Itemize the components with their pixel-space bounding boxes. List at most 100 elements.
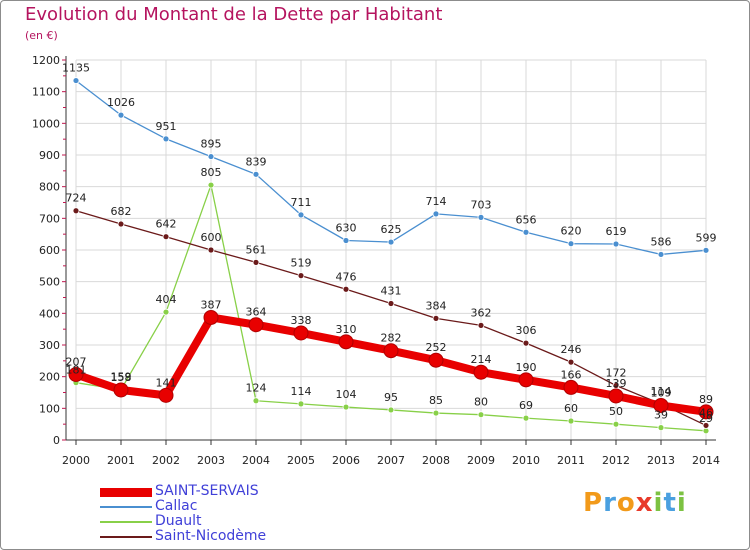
data-point: [567, 358, 575, 366]
y-tick-label: 100: [39, 402, 60, 415]
data-point: [207, 153, 215, 160]
data-point: [477, 213, 485, 221]
data-point: [612, 420, 620, 428]
data-label: 384: [426, 299, 447, 312]
data-label: 951: [156, 120, 177, 133]
x-tick-label: 2014: [692, 454, 720, 467]
data-label: 703: [471, 198, 492, 211]
data-label: 39: [654, 409, 668, 422]
x-tick-label: 2010: [512, 454, 540, 467]
chart-subtitle: (en €): [25, 29, 58, 42]
data-point: [567, 417, 575, 425]
data-label: 839: [246, 155, 267, 168]
proxiti-logo: Proxiti: [583, 488, 687, 518]
data-point: [207, 246, 215, 254]
data-point: [162, 308, 170, 316]
data-point: [68, 366, 84, 382]
x-tick-label: 2007: [377, 454, 405, 467]
data-point: [252, 258, 260, 266]
data-point: [162, 233, 170, 241]
data-point: [338, 334, 354, 350]
data-point: [203, 309, 219, 325]
data-label: 114: [291, 385, 312, 398]
data-point: [567, 240, 575, 248]
data-point: [428, 352, 444, 368]
legend-swatch: [100, 521, 152, 523]
data-label: 282: [381, 332, 402, 345]
data-point: [117, 220, 125, 228]
data-point: [252, 170, 260, 178]
data-point: [477, 321, 485, 329]
data-point: [252, 397, 260, 405]
x-tick-label: 2004: [242, 454, 270, 467]
data-point: [473, 364, 489, 380]
data-label: 714: [426, 195, 447, 208]
data-label: 387: [201, 298, 222, 311]
legend-swatch: [100, 487, 152, 497]
x-tick-label: 2008: [422, 454, 450, 467]
data-label: 181: [66, 364, 87, 377]
series-lines: [68, 77, 714, 435]
data-label: 630: [336, 222, 357, 235]
data-point: [207, 181, 215, 189]
data-label: 114: [651, 385, 672, 398]
data-label: 625: [381, 223, 402, 236]
data-label: 252: [426, 341, 447, 354]
x-tick-label: 2012: [602, 454, 630, 467]
data-label: 711: [291, 196, 312, 209]
data-label: 682: [111, 205, 132, 218]
y-tick-label: 600: [39, 244, 60, 257]
chart-title: Evolution du Montant de la Dette par Hab…: [25, 4, 443, 25]
data-point: [702, 246, 710, 254]
y-tick-label: 1200: [32, 54, 60, 67]
data-label: 124: [246, 382, 267, 395]
y-tick-label: 500: [39, 276, 60, 289]
data-label: 431: [381, 285, 402, 298]
data-label: 109: [651, 386, 672, 399]
data-label: 656: [516, 213, 537, 226]
x-tick-label: 2006: [332, 454, 360, 467]
data-label: 159: [111, 371, 132, 384]
data-label: 172: [606, 367, 627, 380]
data-label: 338: [291, 314, 312, 327]
data-label: 80: [474, 396, 488, 409]
data-label: 141: [156, 376, 177, 389]
data-label: 724: [66, 192, 87, 205]
data-point: [477, 411, 485, 419]
data-label: 190: [516, 361, 537, 374]
x-tick-label: 2013: [647, 454, 675, 467]
x-tick-label: 2005: [287, 454, 315, 467]
data-label: 519: [291, 257, 312, 270]
data-point: [113, 382, 129, 398]
data-label: 476: [336, 270, 357, 283]
data-label: 586: [651, 235, 672, 248]
legend-label: SAINT-SERVAIS: [155, 483, 259, 499]
data-label: 620: [561, 225, 582, 238]
data-point: [293, 325, 309, 341]
x-tick-label: 2002: [152, 454, 180, 467]
data-label: 1135: [62, 62, 90, 75]
data-point: [297, 272, 305, 280]
data-label: 139: [606, 377, 627, 390]
y-tick-label: 200: [39, 371, 60, 384]
data-point: [432, 314, 440, 322]
data-label: 85: [429, 394, 443, 407]
data-label: 60: [564, 402, 578, 415]
data-point: [563, 379, 579, 395]
y-tick-label: 900: [39, 149, 60, 162]
data-label: 619: [606, 225, 627, 238]
x-tick-label: 2000: [62, 454, 90, 467]
data-point: [432, 210, 440, 218]
x-tick-label: 2001: [107, 454, 135, 467]
y-tick-label: 700: [39, 212, 60, 225]
data-point: [297, 400, 305, 408]
data-point: [387, 238, 395, 246]
data-point: [522, 228, 530, 236]
data-point: [387, 300, 395, 307]
data-point: [387, 406, 395, 414]
y-axis-ticks: 0 100 200 300 400 500 600 700 800 900 1000 1100 1200: [32, 54, 66, 447]
data-label: 95: [384, 391, 398, 404]
y-tick-label: 1000: [32, 117, 60, 130]
